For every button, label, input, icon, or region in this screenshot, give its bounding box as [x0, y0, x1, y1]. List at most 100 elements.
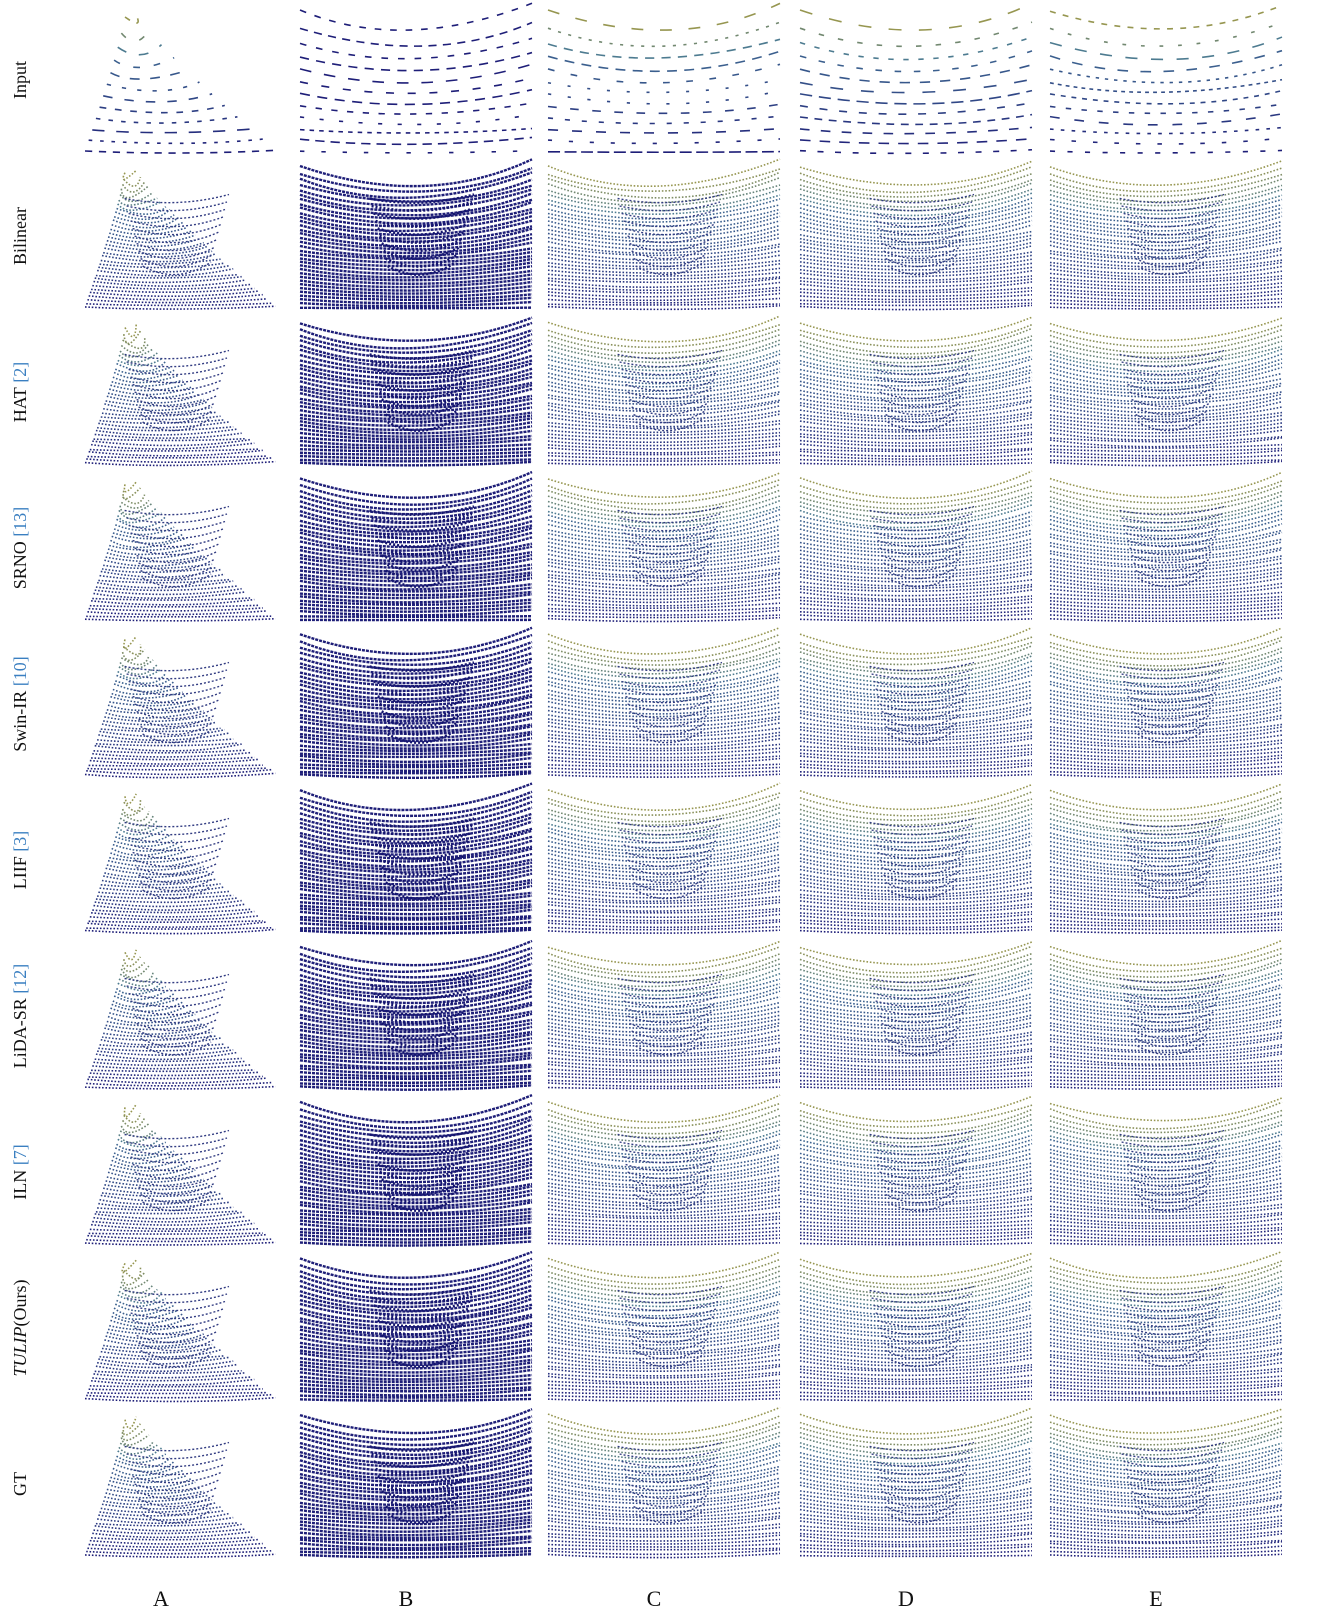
- scan-line: [300, 628, 532, 654]
- object-scan: [370, 507, 474, 515]
- scan-line: [121, 966, 148, 977]
- object-scan: [129, 210, 225, 219]
- object-scan: [125, 1443, 229, 1451]
- scan-line: [548, 1422, 780, 1444]
- row-label-text: ILN: [10, 1170, 30, 1200]
- scan-line: [548, 771, 780, 773]
- scan-line: [300, 1399, 532, 1401]
- scan-line: [91, 288, 254, 292]
- object-scan: [127, 1138, 227, 1147]
- object-scan: [135, 1012, 219, 1023]
- scan-line: [548, 1287, 780, 1307]
- scan-line: [89, 765, 263, 766]
- point-cloud-image: [548, 1252, 780, 1401]
- scan-line: [300, 1551, 532, 1553]
- scan-line: [1050, 485, 1282, 509]
- scan-line: [548, 3, 780, 30]
- point-cloud-image: [1050, 1409, 1282, 1557]
- scan-line: [89, 608, 263, 611]
- scan-line: [300, 930, 532, 934]
- scan-line: [85, 306, 275, 309]
- point-cloud-image: [1050, 472, 1282, 621]
- scan-line: [548, 1392, 780, 1394]
- scan-line: [1050, 22, 1282, 46]
- scan-line: [1050, 325, 1282, 347]
- scan-line: [1050, 666, 1282, 687]
- scan-line: [1050, 690, 1282, 706]
- scan-line: [548, 496, 780, 519]
- object-scan: [1122, 202, 1222, 211]
- scan-line: [1050, 1554, 1282, 1557]
- scan-line: [1050, 791, 1282, 816]
- citation: [3]: [10, 831, 30, 852]
- scan-line: [96, 1523, 238, 1526]
- scan-line: [548, 658, 780, 677]
- scan-line: [548, 1271, 780, 1294]
- scan-line: [800, 3, 1032, 30]
- scan-line: [548, 1407, 780, 1434]
- scan-line: [300, 308, 532, 309]
- scan-line: [125, 1417, 136, 1429]
- scan-line: [121, 30, 148, 41]
- scan-line: [123, 1118, 145, 1128]
- scan-line: [300, 784, 532, 810]
- scan-line: [91, 443, 254, 449]
- scan-line: [800, 661, 1032, 683]
- scan-line: [800, 1408, 1032, 1434]
- scan-line: [114, 58, 174, 68]
- scan-line: [548, 1291, 780, 1310]
- scan-line: [1050, 501, 1282, 523]
- scan-line: [98, 1047, 229, 1050]
- scan-line: [96, 1052, 238, 1059]
- scan-line: [800, 979, 1032, 1000]
- scan-line: [800, 328, 1032, 353]
- point-cloud-image: [1050, 5, 1282, 153]
- scan-line: [300, 1450, 532, 1472]
- row-label: Input: [10, 61, 30, 99]
- scan-line: [103, 94, 212, 102]
- scan-line: [300, 1095, 532, 1122]
- scan-line: [101, 416, 221, 419]
- point-cloud-image: [548, 941, 780, 1088]
- scan-line: [1050, 661, 1282, 684]
- scan-line: [548, 954, 780, 977]
- scan-line: [1050, 91, 1282, 104]
- point-cloud-image: [548, 3, 780, 152]
- scan-line: [800, 1259, 1032, 1285]
- row-label-text: Bilinear: [10, 207, 30, 265]
- scan-line: [548, 1276, 780, 1298]
- scan-line: [1050, 1443, 1282, 1462]
- scan-line: [548, 1427, 780, 1451]
- scan-line: [800, 653, 1032, 673]
- scan-line: [123, 182, 145, 192]
- point-cloud-image: [300, 941, 532, 1090]
- scan-line: [548, 1108, 780, 1133]
- scan-line: [1050, 930, 1282, 933]
- citation: [2]: [10, 362, 30, 383]
- scan-line: [548, 159, 780, 186]
- scan-line: [97, 1207, 233, 1210]
- scan-line: [800, 749, 1032, 754]
- scan-line: [800, 127, 1032, 133]
- object-scan: [137, 552, 217, 563]
- scan-line: [800, 799, 1032, 820]
- scan-line: [1050, 1115, 1282, 1137]
- scan-line: [800, 1266, 1032, 1288]
- scan-line: [548, 1087, 780, 1088]
- scan-line: [548, 501, 780, 523]
- scan-line: [125, 950, 136, 960]
- point-cloud-image: [1050, 161, 1282, 309]
- scan-line: [1050, 807, 1282, 830]
- scan-line: [300, 22, 532, 46]
- page: InputBilinearHAT [2]SRNO [13]Swin-IR [10…: [0, 0, 1330, 1619]
- scan-line: [548, 22, 780, 46]
- scan-line: [1050, 349, 1282, 371]
- object-scan: [620, 1138, 720, 1147]
- scan-line: [101, 1193, 221, 1201]
- scan-line: [1050, 346, 1282, 366]
- scan-line: [121, 1279, 148, 1288]
- object-scan: [127, 1450, 227, 1459]
- scan-line: [86, 928, 271, 929]
- scan-line: [800, 480, 1032, 504]
- row-label-text: LiDA-SR: [10, 998, 30, 1068]
